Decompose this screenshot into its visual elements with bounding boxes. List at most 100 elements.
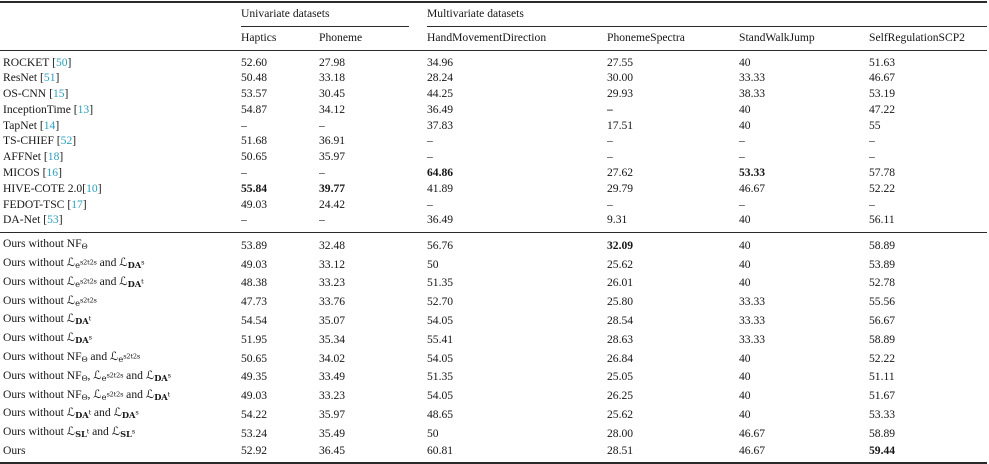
citation-link[interactable]: 16 xyxy=(46,166,59,180)
value-cell: 54.05 xyxy=(427,389,454,403)
ablation-row: Ours without ℒes2t2s and ℒDAs 49.03 33.12 5… xyxy=(0,255,987,274)
ablation-row: Ours without NFΘ, ℒes2t2s and ℒDAs 49.35 3… xyxy=(0,368,987,387)
math-symbol: NFΘ xyxy=(66,350,88,365)
citation-link[interactable]: 18 xyxy=(47,150,60,164)
value-cell: 44.25 xyxy=(427,87,454,101)
method-label: Ours without NFΘ and ℒes2t2s xyxy=(3,349,141,365)
value-cell: 33.76 xyxy=(319,295,346,309)
citation-link[interactable]: 15 xyxy=(52,87,65,101)
value-cell: 36.49 xyxy=(427,102,454,116)
method-label: Ours without NFΘ, ℒes2t2s and ℒDAs xyxy=(3,367,171,383)
value-cell: 40 xyxy=(739,102,751,116)
value-cell: 56.76 xyxy=(427,238,454,252)
citation-link[interactable]: 53 xyxy=(47,213,59,227)
value-cell: 50 xyxy=(427,257,439,271)
math-symbol: ℒes2t2s xyxy=(66,273,97,289)
group-header-univariate: Univariate datasets xyxy=(241,2,427,27)
value-cell: 33.18 xyxy=(319,71,346,85)
value-cell: 52.70 xyxy=(427,295,454,309)
value-cell: 51.11 xyxy=(869,370,895,384)
method-label: ROCKET [50] xyxy=(3,55,72,69)
method-label: InceptionTime [13] xyxy=(3,102,94,116)
value-cell: 36.49 xyxy=(427,213,454,227)
value-cell: – xyxy=(607,102,613,116)
citation-link[interactable]: 51 xyxy=(43,71,56,85)
method-label: TapNet [14] xyxy=(3,118,60,132)
baseline-row: AFFNet [18] 50.65 35.97 – – – – xyxy=(0,149,987,165)
math-symbol: ℒSLt xyxy=(66,424,90,440)
column-header-handmovementdirection: HandMovementDirection xyxy=(427,27,607,51)
value-cell: 46.67 xyxy=(739,181,766,195)
value-cell: 52.60 xyxy=(241,55,268,69)
value-cell: 34.12 xyxy=(319,102,346,116)
value-cell: – xyxy=(607,134,613,148)
value-cell: 54.22 xyxy=(241,407,268,421)
value-cell: 64.86 xyxy=(427,166,454,180)
citation-link[interactable]: 17 xyxy=(71,197,83,211)
value-cell: 40 xyxy=(739,257,751,271)
citation-link[interactable]: 50 xyxy=(55,55,68,69)
value-cell: 28.54 xyxy=(607,313,634,327)
value-cell: 35.97 xyxy=(319,150,346,164)
value-cell: 33.49 xyxy=(319,370,346,384)
value-cell: – xyxy=(427,197,433,211)
citation-link[interactable]: 52 xyxy=(60,134,73,148)
value-cell: 27.55 xyxy=(607,55,634,69)
value-cell: – xyxy=(607,197,613,211)
value-cell: 26.25 xyxy=(607,389,634,403)
math-symbol: ℒes2t2s xyxy=(93,386,124,402)
citation-link[interactable]: 10 xyxy=(86,181,98,195)
value-cell: – xyxy=(869,197,875,211)
method-label: MICOS [16] xyxy=(3,166,62,180)
value-cell: 24.42 xyxy=(319,197,346,211)
math-symbol: NFΘ xyxy=(66,387,88,402)
math-symbol: ℒDAt xyxy=(66,311,92,327)
method-label: ResNet [51] xyxy=(3,71,60,85)
method-label: FEDOT-TSC [17] xyxy=(3,197,87,211)
value-cell: 53.89 xyxy=(241,238,268,252)
value-cell: – xyxy=(869,134,875,148)
column-header-haptics: Haptics xyxy=(241,27,319,51)
value-cell: 33.23 xyxy=(319,276,346,290)
baseline-row: ROCKET [50] 52.60 27.98 34.96 27.55 40 51.63 xyxy=(0,51,987,71)
value-cell: – xyxy=(241,213,247,227)
value-cell: 55.41 xyxy=(427,332,454,346)
value-cell: 36.45 xyxy=(319,444,346,458)
value-cell: 51.63 xyxy=(869,55,896,69)
value-cell: 33.33 xyxy=(739,332,766,346)
ablation-row: Ours without NFΘ 53.89 32.48 56.76 32.09 40 58… xyxy=(0,232,987,255)
method-label: HIVE-COTE 2.0[10] xyxy=(3,181,102,195)
ablation-row: Ours without ℒDAs 51.95 35.34 55.41 28.63 33.… xyxy=(0,330,987,349)
value-cell: 51.67 xyxy=(869,389,896,403)
column-header-standwalkjump: StandWalkJump xyxy=(739,27,869,51)
method-label: Ours without ℒes2t2s and ℒDAt xyxy=(3,273,144,289)
value-cell: 57.78 xyxy=(869,166,896,180)
citation-link[interactable]: 13 xyxy=(77,102,90,116)
method-label: TS-CHIEF [52] xyxy=(3,134,77,148)
math-symbol: ℒSLs xyxy=(111,424,135,440)
method-label: Ours without NFΘ, ℒes2t2s and ℒDAt xyxy=(3,386,171,402)
group-header-multivariate: Multivariate datasets xyxy=(427,2,988,27)
baseline-row: MICOS [16] – – 64.86 27.62 53.33 57.78 xyxy=(0,165,987,181)
method-label: Ours without ℒes2t2s xyxy=(3,292,97,308)
value-cell: 58.89 xyxy=(869,332,896,346)
baseline-row: TapNet [14] – – 37.83 17.51 40 55 xyxy=(0,118,987,134)
value-cell: 48.65 xyxy=(427,407,454,421)
citation-link[interactable]: 14 xyxy=(43,118,56,132)
value-cell: 54.54 xyxy=(241,313,268,327)
value-cell: 53.33 xyxy=(869,407,896,421)
value-cell: 53.57 xyxy=(241,87,268,101)
column-header-row: Haptics Phoneme HandMovementDirection Ph… xyxy=(0,27,988,51)
value-cell: 40 xyxy=(739,351,751,365)
value-cell: – xyxy=(427,150,433,164)
value-cell: 55 xyxy=(869,118,881,132)
value-cell: 36.91 xyxy=(319,134,346,148)
value-cell: 52.22 xyxy=(869,351,896,365)
value-cell: 39.77 xyxy=(319,181,346,195)
value-cell: 33.33 xyxy=(739,313,766,327)
value-cell: 53.89 xyxy=(869,257,896,271)
baseline-row: HIVE-COTE 2.0[10] 55.84 39.77 41.89 29.79 46.… xyxy=(0,181,987,197)
math-symbol: ℒDAs xyxy=(145,367,171,383)
value-cell: 50.65 xyxy=(241,351,268,365)
value-cell: 59.44 xyxy=(869,444,896,458)
